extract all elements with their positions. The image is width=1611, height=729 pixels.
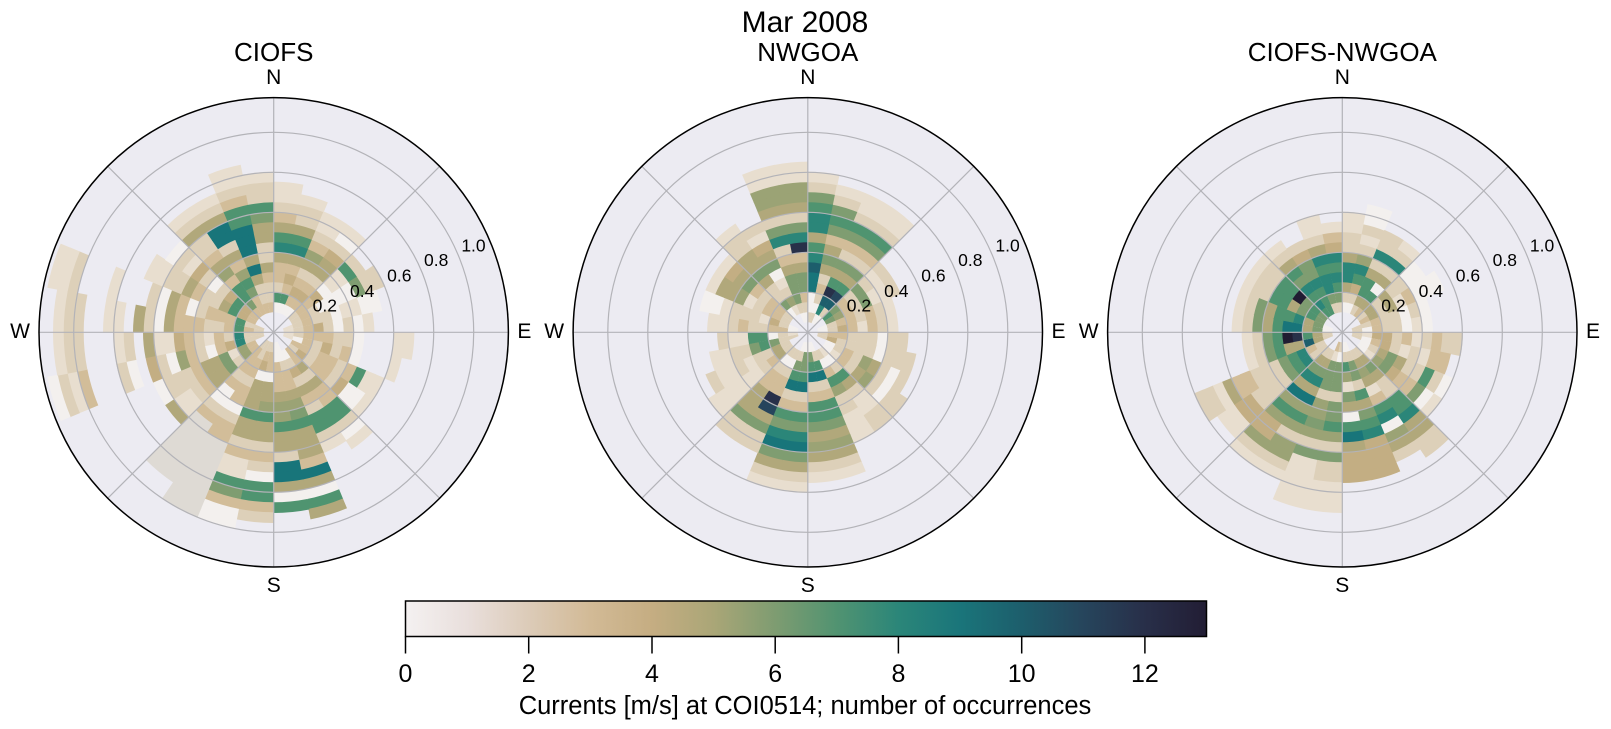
svg-text:0.6: 0.6 [921,266,945,286]
svg-text:W: W [544,320,564,343]
svg-text:0.2: 0.2 [847,295,871,315]
svg-text:1.0: 1.0 [1530,236,1555,256]
svg-text:S: S [1335,574,1349,597]
svg-text:Currents [m/s] at COI0514; num: Currents [m/s] at COI0514; number of occ… [519,692,1092,720]
svg-text:CIOFS-NWGOA: CIOFS-NWGOA [1248,37,1438,67]
svg-text:W: W [10,320,30,343]
svg-text:10: 10 [1008,660,1036,688]
svg-text:Mar 2008: Mar 2008 [742,6,869,39]
svg-text:E: E [1052,320,1066,343]
svg-text:E: E [1586,320,1600,343]
svg-text:4: 4 [645,660,659,688]
svg-text:S: S [801,574,815,597]
svg-text:0.2: 0.2 [313,295,337,315]
svg-text:2: 2 [522,660,536,688]
svg-text:0.4: 0.4 [350,281,375,301]
svg-text:E: E [517,320,531,343]
svg-text:0.8: 0.8 [1493,250,1517,270]
svg-text:0.6: 0.6 [387,266,411,286]
svg-text:S: S [267,574,281,597]
svg-text:0.4: 0.4 [1419,281,1444,301]
svg-text:8: 8 [891,660,905,688]
svg-text:0.8: 0.8 [958,250,982,270]
svg-text:6: 6 [768,660,782,688]
svg-text:0.6: 0.6 [1456,266,1480,286]
svg-text:0.4: 0.4 [884,281,909,301]
svg-text:1.0: 1.0 [461,236,486,256]
svg-text:W: W [1079,320,1099,343]
svg-text:0.8: 0.8 [424,250,448,270]
svg-text:N: N [266,66,281,89]
svg-text:NWGOA: NWGOA [757,37,859,67]
svg-text:0.2: 0.2 [1381,295,1405,315]
svg-text:N: N [800,66,815,89]
svg-text:CIOFS: CIOFS [234,37,313,67]
svg-text:N: N [1335,66,1350,89]
svg-text:1.0: 1.0 [995,236,1020,256]
svg-text:12: 12 [1131,660,1159,688]
svg-text:0: 0 [399,660,413,688]
